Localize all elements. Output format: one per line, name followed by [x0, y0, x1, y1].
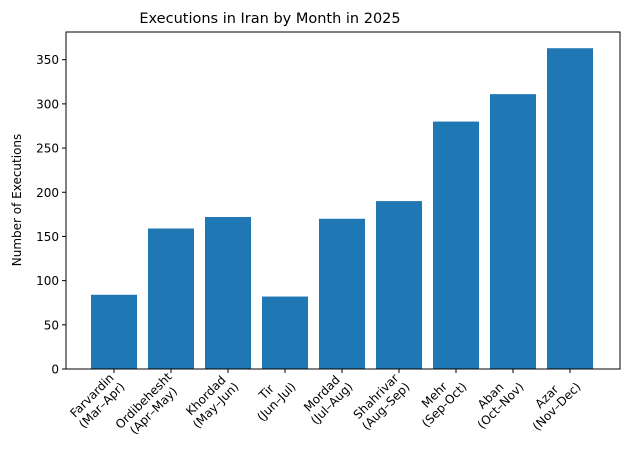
- y-axis-ticks: 0 50 100 150 200 250 300 350: [36, 53, 66, 377]
- bar-ordibehesht: [148, 228, 194, 369]
- x-tick-label: Aban(Oct–Nov): [475, 380, 527, 432]
- x-tick-label: Ordibehesht(Apr–May): [113, 370, 180, 438]
- y-axis-label: Number of Executions: [10, 134, 24, 267]
- chart-title: Executions in Iran by Month in 2025: [139, 11, 400, 27]
- x-tick-label: Mehr(Sep-Oct): [419, 379, 470, 430]
- y-tick-label: 300: [36, 97, 59, 111]
- y-tick-label: 200: [36, 186, 59, 200]
- x-tick-label: Khordad(May–Jun): [183, 373, 241, 431]
- axes-frame: [65, 31, 621, 370]
- bar-tir: [262, 296, 308, 369]
- y-tick-label: 0: [51, 363, 59, 377]
- y-tick-label: 50: [44, 318, 59, 332]
- bar-mehr: [433, 121, 479, 369]
- y-tick-label: 150: [36, 230, 59, 244]
- y-tick-label: 100: [36, 274, 59, 288]
- x-tick-label: Azar(Nov–Dec): [530, 380, 584, 434]
- bar-azar: [547, 48, 593, 369]
- bar-shahrivar: [376, 201, 422, 369]
- x-tick-label: Tir(Jun–Jul): [254, 380, 298, 424]
- bars-group: [91, 48, 593, 369]
- x-tick-label: Shahrivar(Aug–Sep): [351, 371, 413, 433]
- y-tick-label: 350: [36, 53, 59, 67]
- bar-khordad: [205, 217, 251, 369]
- x-axis-ticks: Farvardin(Mar–Apr)Ordibehesht(Apr–May) Kh…: [67, 369, 584, 438]
- x-tick-label: Mordad(Jul–Aug): [301, 373, 356, 428]
- bar-farvardin: [91, 294, 137, 369]
- y-tick-label: 250: [36, 142, 59, 156]
- bar-mordad: [319, 218, 365, 369]
- bar-aban: [490, 94, 536, 369]
